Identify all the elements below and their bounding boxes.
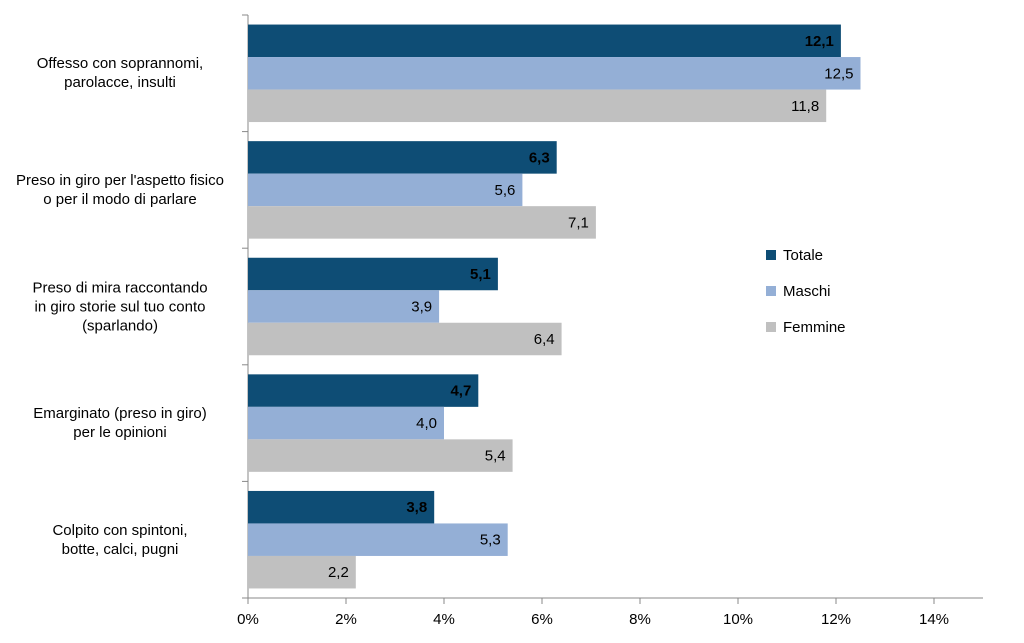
bar [248,24,841,58]
value-label: 2,2 [328,564,349,581]
value-label: 6,3 [529,149,550,166]
value-label: 5,1 [470,266,491,283]
value-label: 12,5 [824,65,853,82]
bar [248,206,596,239]
value-label: 5,4 [485,448,506,465]
x-tick-label: 12% [821,611,851,628]
category-label: Preso in giro per l'aspetto fisico o per… [16,171,224,208]
category-label: Offesso con soprannomi, parolacce, insul… [36,55,204,92]
bar [248,490,435,524]
bar [248,257,498,291]
value-label: 11,8 [791,98,819,115]
x-tick-label: 8% [629,611,651,628]
x-tick-label: 14% [919,611,949,628]
bar [248,555,356,589]
category-label: Colpito con spintoni, botte, calci, pugn… [52,521,188,558]
bar [248,322,562,356]
bar [248,173,523,207]
legend-label: Femmine [783,319,846,336]
category-label: Emarginato (preso in giro) per le opinio… [33,405,207,442]
value-label: 4,7 [450,383,471,400]
value-label: 6,4 [534,331,555,348]
legend-label: Totale [783,247,823,264]
bar [248,290,440,323]
category-label: Preso di mira raccontando in giro storie… [32,279,208,334]
legend-swatch [766,250,776,260]
value-label: 3,8 [406,499,427,516]
bar [248,141,557,174]
bar [248,406,444,440]
bar [248,523,508,556]
value-label: 7,1 [568,214,589,231]
x-tick-label: 4% [433,611,455,628]
value-label: 12,1 [805,33,834,50]
bar [248,57,861,90]
legend-swatch [766,322,776,332]
value-label: 4,0 [416,415,437,432]
bar [248,439,513,472]
value-label: 5,3 [480,532,501,549]
value-label: 3,9 [411,298,432,315]
bar [248,374,479,407]
legend-label: Maschi [783,283,831,300]
x-tick-label: 0% [237,611,259,628]
x-tick-label: 6% [531,611,553,628]
value-label: 5,6 [495,182,516,199]
bar [248,89,827,123]
legend-swatch [766,286,776,296]
x-tick-label: 2% [335,611,357,628]
x-tick-label: 10% [723,611,753,628]
